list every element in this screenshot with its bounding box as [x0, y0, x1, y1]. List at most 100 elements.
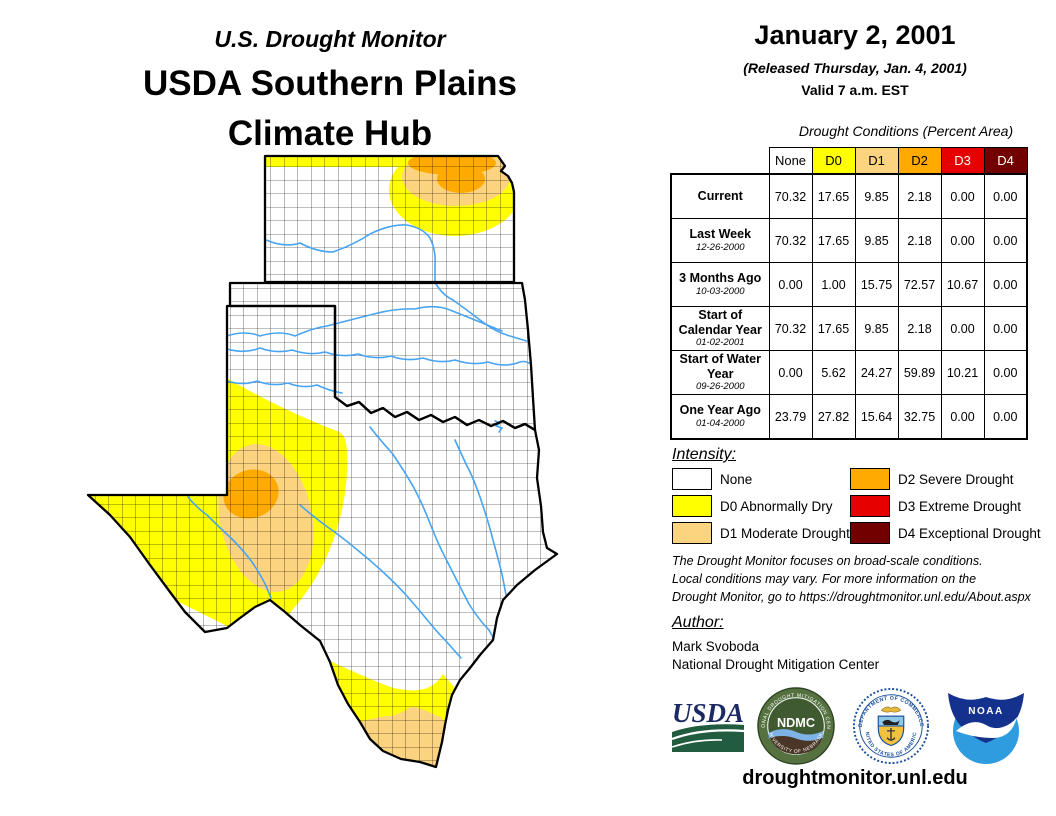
- value-cell: 0.00: [983, 173, 1028, 219]
- value-cell: 5.62: [811, 350, 856, 395]
- value-cell: 72.57: [897, 262, 942, 307]
- usda-logo: USDA: [671, 698, 745, 752]
- disclaimer-line: Local conditions may vary. For more info…: [672, 572, 977, 587]
- value-cell: 0.00: [940, 394, 985, 440]
- legend-label: D0 Abnormally Dry: [720, 498, 833, 514]
- value-cell: 0.00: [983, 394, 1028, 440]
- disclaimer-text: The Drought Monitor focuses on broad-sca…: [672, 552, 1052, 606]
- drought-map: [86, 154, 559, 769]
- table-row: Current 70.32 17.65 9.85 2.18 0.00 0.00: [670, 173, 1028, 219]
- table-row: Start of Calendar Year 01-02-2001 70.32 …: [670, 306, 1028, 351]
- d0-swatch: [672, 495, 712, 517]
- value-cell: 9.85: [854, 218, 899, 263]
- value-cell: 0.00: [983, 350, 1028, 395]
- legend-item-none: None: [672, 468, 752, 490]
- svg-text:NOAA: NOAA: [968, 706, 1003, 717]
- d1-swatch: [672, 522, 712, 544]
- value-cell: 2.18: [897, 306, 942, 351]
- value-cell: 0.00: [983, 306, 1028, 351]
- value-cell: 9.85: [854, 306, 899, 351]
- ndmc-logo: NATIONAL DROUGHT MITIGATION CENTER UNIVE…: [757, 687, 835, 765]
- svg-text:USDA: USDA: [672, 698, 744, 728]
- value-cell: 17.65: [811, 306, 856, 351]
- author-organization: National Drought Mitigation Center: [672, 657, 880, 672]
- report-title-line2: Climate Hub: [227, 114, 433, 153]
- kansas-county-grid: [265, 156, 514, 282]
- table-row: One Year Ago 01-04-2000 23.79 27.82 15.6…: [670, 394, 1028, 440]
- legend-item-d4: D4 Exceptional Drought: [850, 522, 1041, 544]
- value-cell: 0.00: [768, 262, 813, 307]
- row-label: Last Week: [689, 227, 752, 242]
- row-date: 12-26-2000: [695, 241, 745, 253]
- column-header-d2: D2: [897, 147, 942, 175]
- legend-label: None: [720, 471, 753, 487]
- map-date: January 2, 2001: [754, 20, 956, 50]
- d4-swatch: [850, 522, 890, 544]
- legend-label: D2 Severe Drought: [898, 471, 1014, 487]
- value-cell: 70.32: [768, 173, 813, 219]
- valid-time: Valid 7 a.m. EST: [801, 82, 909, 98]
- value-cell: 27.82: [811, 394, 856, 440]
- row-label: One Year Ago: [679, 403, 761, 418]
- value-cell: 0.00: [983, 262, 1028, 307]
- legend-label: D3 Extreme Drought: [898, 498, 1022, 514]
- value-cell: 59.89: [897, 350, 942, 395]
- column-header-none: None: [768, 147, 813, 175]
- value-cell: 2.18: [897, 218, 942, 263]
- column-header-d3: D3: [940, 147, 985, 175]
- legend-label: D1 Moderate Drought: [720, 525, 850, 541]
- table-row: 3 Months Ago 10-03-2000 0.00 1.00 15.75 …: [670, 262, 1028, 307]
- table-row: Start of Water Year 09-26-2000 0.00 5.62…: [670, 350, 1028, 395]
- author-heading: Author:: [672, 614, 724, 631]
- value-cell: 23.79: [768, 394, 813, 440]
- legend-item-d3: D3 Extreme Drought: [850, 495, 1021, 517]
- row-label: Current: [697, 189, 743, 204]
- none-swatch: [672, 468, 712, 490]
- table-corner-cell: [671, 147, 769, 174]
- value-cell: 70.32: [768, 218, 813, 263]
- table-title: Drought Conditions (Percent Area): [798, 123, 1014, 139]
- legend-title: Intensity:: [672, 446, 737, 463]
- row-label: 3 Months Ago: [679, 271, 762, 286]
- value-cell: 10.21: [940, 350, 985, 395]
- table-header-row: None D0 D1 D2 D3 D4: [671, 147, 1028, 175]
- value-cell: 17.65: [811, 173, 856, 219]
- row-label: Start of Water Year: [679, 352, 762, 381]
- noaa-logo: NOAA: [948, 693, 1024, 764]
- table-row: Last Week 12-26-2000 70.32 17.65 9.85 2.…: [670, 218, 1028, 263]
- row-date: 10-03-2000: [695, 285, 745, 297]
- column-header-d1: D1: [854, 147, 899, 175]
- value-cell: 0.00: [940, 218, 985, 263]
- value-cell: 1.00: [811, 262, 856, 307]
- legend-item-d0: D0 Abnormally Dry: [672, 495, 833, 517]
- legend-item-d1: D1 Moderate Drought: [672, 522, 850, 544]
- legend-label: D4 Exceptional Drought: [898, 525, 1041, 541]
- legend-item-d2: D2 Severe Drought: [850, 468, 1014, 490]
- released-date: (Released Thursday, Jan. 4, 2001): [743, 60, 967, 76]
- column-header-d4: D4: [983, 147, 1028, 175]
- row-date: 01-04-2000: [695, 417, 745, 429]
- value-cell: 32.75: [897, 394, 942, 440]
- column-header-d0: D0: [811, 147, 856, 175]
- website-url: droughtmonitor.unl.edu: [742, 767, 968, 789]
- doc-seal-logo: DEPARTMENT OF COMMERCE UNITED STATES OF …: [852, 687, 930, 765]
- value-cell: 24.27: [854, 350, 899, 395]
- value-cell: 10.67: [940, 262, 985, 307]
- value-cell: 17.65: [811, 218, 856, 263]
- value-cell: 2.18: [897, 173, 942, 219]
- disclaimer-line: The Drought Monitor focuses on broad-sca…: [672, 554, 983, 568]
- author-name: Mark Svoboda: [672, 639, 760, 654]
- value-cell: 70.32: [768, 306, 813, 351]
- d3-swatch: [850, 495, 890, 517]
- value-cell: 15.75: [854, 262, 899, 307]
- report-title-line1: USDA Southern Plains: [142, 64, 518, 103]
- row-date: 01-02-2001: [695, 336, 745, 348]
- value-cell: 0.00: [983, 218, 1028, 263]
- report-supertitle: U.S. Drought Monitor: [214, 26, 446, 52]
- value-cell: 9.85: [854, 173, 899, 219]
- value-cell: 15.64: [854, 394, 899, 440]
- row-label: Start of Calendar Year: [678, 308, 762, 337]
- drought-conditions-table: None D0 D1 D2 D3 D4 Current 70.32 17.65 …: [670, 147, 1028, 440]
- value-cell: 0.00: [768, 350, 813, 395]
